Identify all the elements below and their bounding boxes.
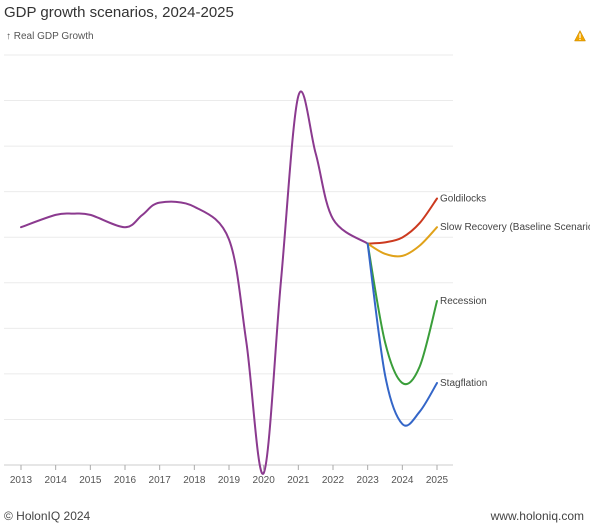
chart-title: GDP growth scenarios, 2024-2025 [4,4,234,21]
x-tick-label: 2021 [287,475,310,486]
copyright: © HolonIQ 2024 [4,509,91,523]
x-tick-label: 2015 [79,475,102,486]
x-tick-label: 2013 [10,475,33,486]
series-label: Goldilocks [440,194,486,205]
series-line-historical[interactable] [20,90,369,475]
series-label: Stagflation [440,378,487,389]
x-tick-label: 2020 [253,475,276,486]
series-line-slow-recovery-baseline-scenario[interactable] [366,226,438,258]
x-tick-label: 2024 [391,475,414,486]
x-tick-label: 2025 [426,475,449,486]
series-line-goldilocks[interactable] [366,197,438,245]
x-tick-label: 2018 [183,475,206,486]
website-link[interactable]: www.holoniq.com [490,509,584,523]
series-line-recession[interactable] [366,242,438,386]
series-label: Recession [440,296,487,307]
x-tick-label: 2022 [322,475,345,486]
x-tick-label: 2017 [149,475,172,486]
x-axis: 2013 2014 2015 2016 2017 2018 2019 2020 2021 2022… [10,465,449,486]
gridlines [4,54,453,466]
x-tick-label: 2014 [45,475,68,486]
y-axis-label: ↑ Real GDP Growth [6,31,94,42]
series-labels: Goldilocks Slow Recovery (Baseline Scenar… [440,194,590,390]
series-lines [20,90,438,475]
series-line-stagflation[interactable] [366,242,438,427]
series-label: Slow Recovery (Baseline Scenario) [440,222,590,233]
warning-icon[interactable] [574,30,586,42]
x-tick-label: 2016 [114,475,137,486]
x-tick-label: 2019 [218,475,241,486]
x-tick-label: 2023 [357,475,380,486]
